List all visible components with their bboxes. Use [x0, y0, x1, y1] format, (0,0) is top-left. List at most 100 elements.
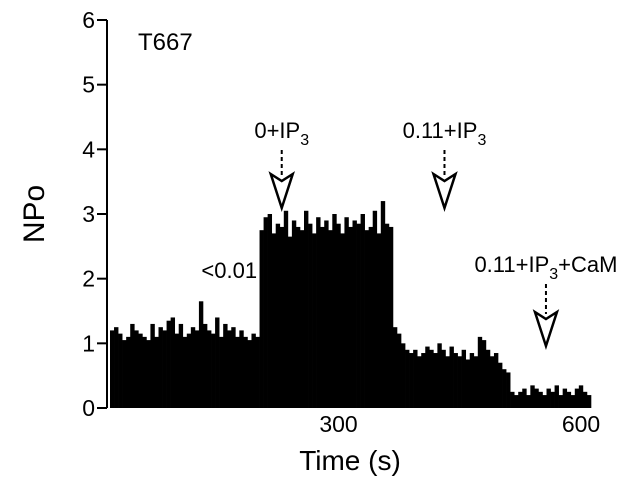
bar — [190, 327, 196, 408]
bar — [586, 395, 592, 408]
bar — [384, 223, 390, 408]
bar — [550, 391, 555, 408]
bar — [526, 395, 531, 408]
x-tick-label: 300 — [319, 411, 357, 437]
bar — [279, 226, 285, 408]
bar — [150, 323, 155, 408]
bar — [498, 362, 503, 408]
x-ticks: 300 600 — [319, 411, 600, 437]
bar — [259, 230, 264, 408]
bar — [433, 353, 438, 408]
bar — [352, 220, 357, 408]
annotation-arrow-head — [431, 171, 458, 213]
bar — [122, 340, 127, 408]
histogram-bars — [110, 201, 592, 408]
bar — [538, 391, 543, 408]
bar — [146, 340, 151, 408]
panel-label: T667 — [138, 29, 193, 56]
bar — [534, 388, 539, 408]
bar — [348, 226, 353, 408]
bar — [510, 391, 515, 408]
bar — [198, 301, 204, 408]
bar — [308, 223, 313, 408]
bar — [578, 385, 584, 408]
bar — [344, 217, 349, 408]
bar — [267, 214, 273, 408]
bar — [299, 230, 305, 408]
bar — [417, 356, 422, 408]
bar — [356, 223, 361, 408]
bar — [554, 385, 559, 408]
bar — [304, 210, 309, 408]
bar — [461, 349, 467, 408]
bar — [392, 327, 398, 408]
bar — [118, 333, 123, 408]
bar — [312, 233, 317, 408]
bar — [182, 336, 188, 408]
bar — [522, 388, 527, 408]
bar — [425, 346, 430, 408]
bar — [542, 395, 547, 408]
bar — [316, 217, 321, 408]
y-tick-label: 1 — [82, 330, 95, 356]
bar — [130, 323, 135, 408]
bar — [469, 353, 475, 408]
bar — [465, 359, 471, 408]
bar — [110, 330, 115, 408]
bar — [231, 327, 236, 408]
bar — [328, 230, 333, 408]
bar — [215, 317, 220, 408]
annotation-label: <0.01 — [201, 258, 257, 283]
bar — [170, 317, 176, 408]
bar — [271, 233, 277, 408]
annotation-label: 0+IP3 — [254, 118, 309, 149]
bar — [360, 214, 365, 408]
bar — [574, 388, 580, 408]
bar — [138, 333, 143, 408]
bar — [255, 336, 260, 408]
bar — [251, 333, 256, 408]
bar — [429, 349, 434, 408]
bar — [457, 356, 462, 408]
y-tick-label: 3 — [82, 201, 95, 227]
bar — [211, 333, 216, 408]
bar — [445, 356, 450, 408]
bar — [235, 336, 240, 408]
bar — [481, 340, 487, 408]
bar — [477, 336, 483, 408]
bar — [405, 349, 410, 408]
bar — [493, 353, 499, 408]
bar — [126, 336, 131, 408]
bar — [158, 327, 163, 408]
bar — [275, 223, 281, 408]
bar — [437, 343, 442, 408]
bar — [546, 388, 551, 408]
bar — [409, 353, 414, 408]
bar — [364, 230, 370, 408]
bar — [489, 356, 495, 408]
bar — [380, 201, 386, 408]
bar — [223, 323, 228, 408]
bar — [227, 330, 232, 408]
bar — [320, 226, 325, 408]
bar — [154, 336, 159, 408]
bar — [388, 226, 394, 408]
x-tick-label: 600 — [562, 411, 600, 437]
bar — [485, 349, 491, 408]
bar — [263, 217, 268, 408]
annotation-label: 0.11+IP3 — [403, 118, 487, 149]
bar — [570, 395, 576, 408]
y-tick-label: 2 — [82, 266, 95, 292]
bar — [207, 330, 212, 408]
bar — [582, 391, 588, 408]
bar — [142, 336, 147, 408]
bar — [453, 353, 458, 408]
annotation-label: 0.11+IP3+CaM — [474, 252, 617, 283]
bar — [413, 349, 418, 408]
bar — [376, 233, 382, 408]
bar — [340, 233, 345, 408]
bar — [202, 323, 208, 408]
bar — [530, 385, 535, 408]
bar — [421, 353, 426, 408]
bar — [134, 330, 139, 408]
